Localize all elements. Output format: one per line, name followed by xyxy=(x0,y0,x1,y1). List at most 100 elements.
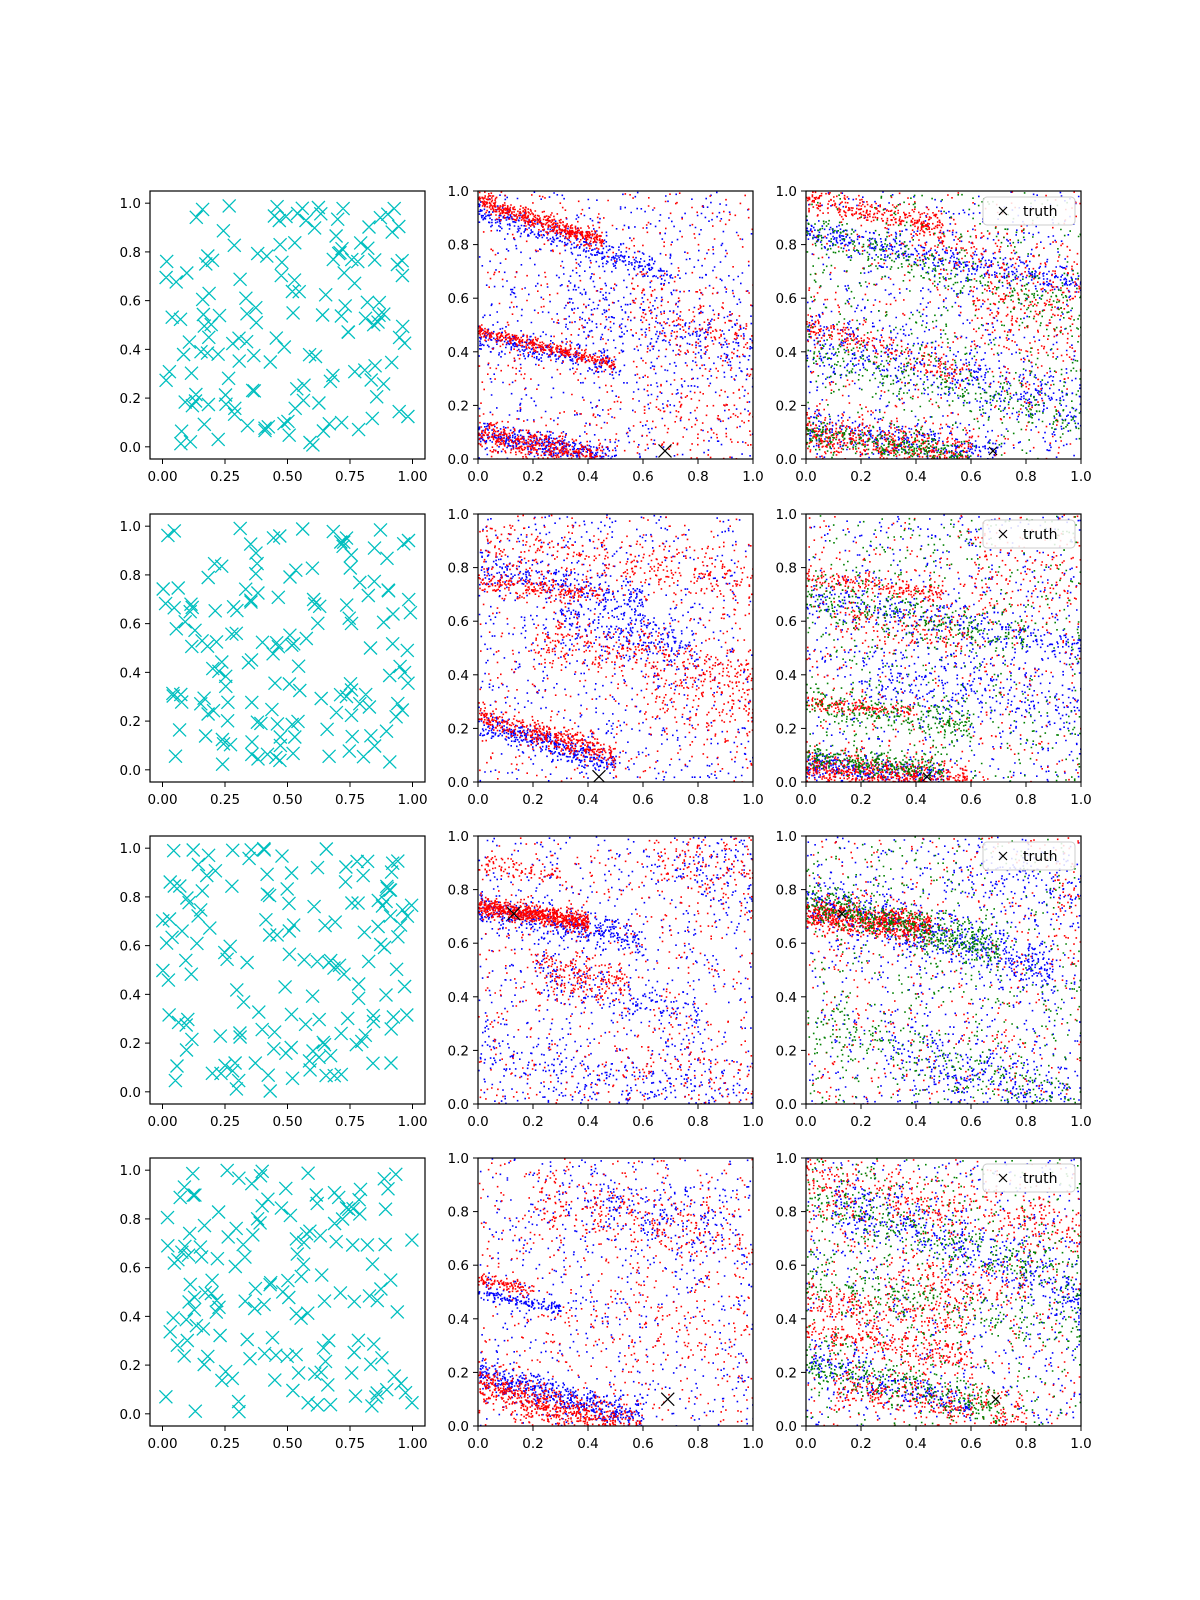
y-tick-label: 0.4 xyxy=(120,665,141,681)
x-tick-label: 0.0 xyxy=(795,1114,816,1130)
x-tick-label: 0.50 xyxy=(272,1114,302,1130)
x-tick-label: 0.2 xyxy=(850,1436,871,1452)
subplot-r3-c2: truth 0.0 0.2 0.4 0.6 0.8 1.0 0.0 0.2 0.4 0.6 0.8 1.… xyxy=(776,1151,1092,1452)
axes-frame xyxy=(805,190,1082,460)
axes-frame xyxy=(805,835,1082,1105)
x-tick-label: 1.0 xyxy=(1070,1436,1091,1452)
y-tick-label: 0.8 xyxy=(448,1205,469,1221)
x-tick-label: 0.6 xyxy=(960,469,981,485)
y-tick-label: 0.4 xyxy=(776,1312,797,1328)
y-tick-label: 0.0 xyxy=(120,440,141,456)
x-tick-label: 0.8 xyxy=(1015,792,1036,808)
y-tick-label: 0.4 xyxy=(448,345,469,361)
legend-box xyxy=(982,519,1076,549)
y-tick-label: 1.0 xyxy=(776,1151,797,1167)
x-tick-label: 0.2 xyxy=(522,1436,543,1452)
x-tick-label: 0.00 xyxy=(147,1114,177,1130)
y-tick-label: 1.0 xyxy=(120,196,141,212)
truth-marker xyxy=(837,909,847,919)
y-tick-label: 0.2 xyxy=(776,1365,797,1381)
legend-truth-icon xyxy=(998,529,1008,539)
y-tick-label: 0.6 xyxy=(120,939,141,955)
plot-area xyxy=(478,191,753,459)
y-tick-label: 0.8 xyxy=(120,245,141,261)
subplot-r1-c1: 0.0 0.2 0.4 0.6 0.8 1.0 0.0 0.2 0.4 0.6 0.8 1.0 xyxy=(448,507,764,808)
x-tick-label: 0.8 xyxy=(687,1114,708,1130)
x-tick-label: 0.4 xyxy=(577,792,598,808)
x-tick-label: 0.75 xyxy=(335,792,365,808)
legend-box xyxy=(982,841,1076,871)
axes-frame xyxy=(477,1157,754,1427)
y-tick-label: 0.0 xyxy=(776,1097,797,1113)
legend-truth-icon xyxy=(998,206,1008,216)
y-tick-label: 0.0 xyxy=(448,452,469,468)
y-tick-label: 0.8 xyxy=(120,1212,141,1228)
y-tick-label: 0.2 xyxy=(448,398,469,414)
axes-frame xyxy=(477,190,754,460)
truth-marker xyxy=(658,444,672,458)
x-tick-label: 0.6 xyxy=(632,1114,653,1130)
x-tick-label: 0.0 xyxy=(467,1114,488,1130)
legend-box xyxy=(982,1163,1076,1193)
y-tick-label: 1.0 xyxy=(448,507,469,523)
y-tick-label: 0.4 xyxy=(120,342,141,358)
y-tick-label: 0.4 xyxy=(776,345,797,361)
green-series-points xyxy=(806,836,1081,1104)
axes-frame xyxy=(805,1157,1082,1427)
x-tick-label: 1.0 xyxy=(1070,1114,1091,1130)
cyan-x-markers xyxy=(158,1163,419,1419)
x-tick-label: 1.00 xyxy=(397,792,427,808)
cyan-x-markers xyxy=(155,841,419,1098)
x-tick-label: 0.2 xyxy=(850,1114,871,1130)
x-tick-label: 0.25 xyxy=(210,792,240,808)
subplot-r3-c0: 0.00 0.25 0.50 0.75 1.00 0.0 0.2 0.4 0.6 0.8 1.0 xyxy=(120,1157,428,1452)
x-tick-label: 0.8 xyxy=(687,792,708,808)
y-tick-label: 0.0 xyxy=(448,775,469,791)
legend-box xyxy=(982,196,1076,226)
x-tick-label: 0.2 xyxy=(522,469,543,485)
axes-frame xyxy=(477,835,754,1105)
y-tick-label: 0.6 xyxy=(120,1261,141,1277)
blue-series-points xyxy=(478,836,753,1104)
red-series-points xyxy=(478,191,753,459)
legend-truth-icon xyxy=(998,851,1008,861)
x-tick-label: 0.0 xyxy=(467,469,488,485)
x-tick-label: 0.8 xyxy=(687,1436,708,1452)
x-tick-label: 0.50 xyxy=(272,1436,302,1452)
plot-area xyxy=(478,1158,753,1426)
x-tick-label: 1.0 xyxy=(1070,792,1091,808)
plot-area xyxy=(158,1163,419,1419)
y-tick-label: 0.8 xyxy=(776,561,797,577)
x-tick-label: 0.2 xyxy=(850,469,871,485)
y-tick-label: 0.6 xyxy=(448,936,469,952)
plot-area xyxy=(806,191,1081,459)
x-tick-label: 0.0 xyxy=(467,1436,488,1452)
x-tick-label: 0.75 xyxy=(335,1436,365,1452)
x-tick-label: 0.00 xyxy=(147,1436,177,1452)
y-tick-label: 1.0 xyxy=(120,841,141,857)
x-tick-label: 0.0 xyxy=(795,1436,816,1452)
x-tick-label: 0.8 xyxy=(1015,469,1036,485)
x-tick-label: 1.00 xyxy=(397,1436,427,1452)
x-tick-label: 0.8 xyxy=(1015,1114,1036,1130)
x-tick-label: 1.0 xyxy=(742,792,763,808)
subplot-r2-c1: 0.0 0.2 0.4 0.6 0.8 1.0 0.0 0.2 0.4 0.6 0.8 1.0 xyxy=(448,829,764,1130)
y-tick-label: 1.0 xyxy=(448,1151,469,1167)
y-tick-label: 0.4 xyxy=(776,990,797,1006)
x-tick-label: 0.00 xyxy=(147,792,177,808)
axes-frame xyxy=(149,190,426,460)
y-tick-label: 0.6 xyxy=(448,1258,469,1274)
cyan-x-markers xyxy=(156,521,418,772)
x-tick-label: 0.6 xyxy=(632,469,653,485)
truth-marker xyxy=(660,1392,675,1407)
y-tick-label: 0.6 xyxy=(448,614,469,630)
x-tick-label: 0.75 xyxy=(335,469,365,485)
x-tick-label: 0.2 xyxy=(522,1114,543,1130)
x-tick-label: 0.4 xyxy=(577,1114,598,1130)
x-tick-label: 1.00 xyxy=(397,469,427,485)
y-tick-label: 0.0 xyxy=(448,1419,469,1435)
plot-area xyxy=(806,1158,1081,1426)
x-tick-label: 1.0 xyxy=(1070,469,1091,485)
y-tick-label: 0.4 xyxy=(120,1309,141,1325)
